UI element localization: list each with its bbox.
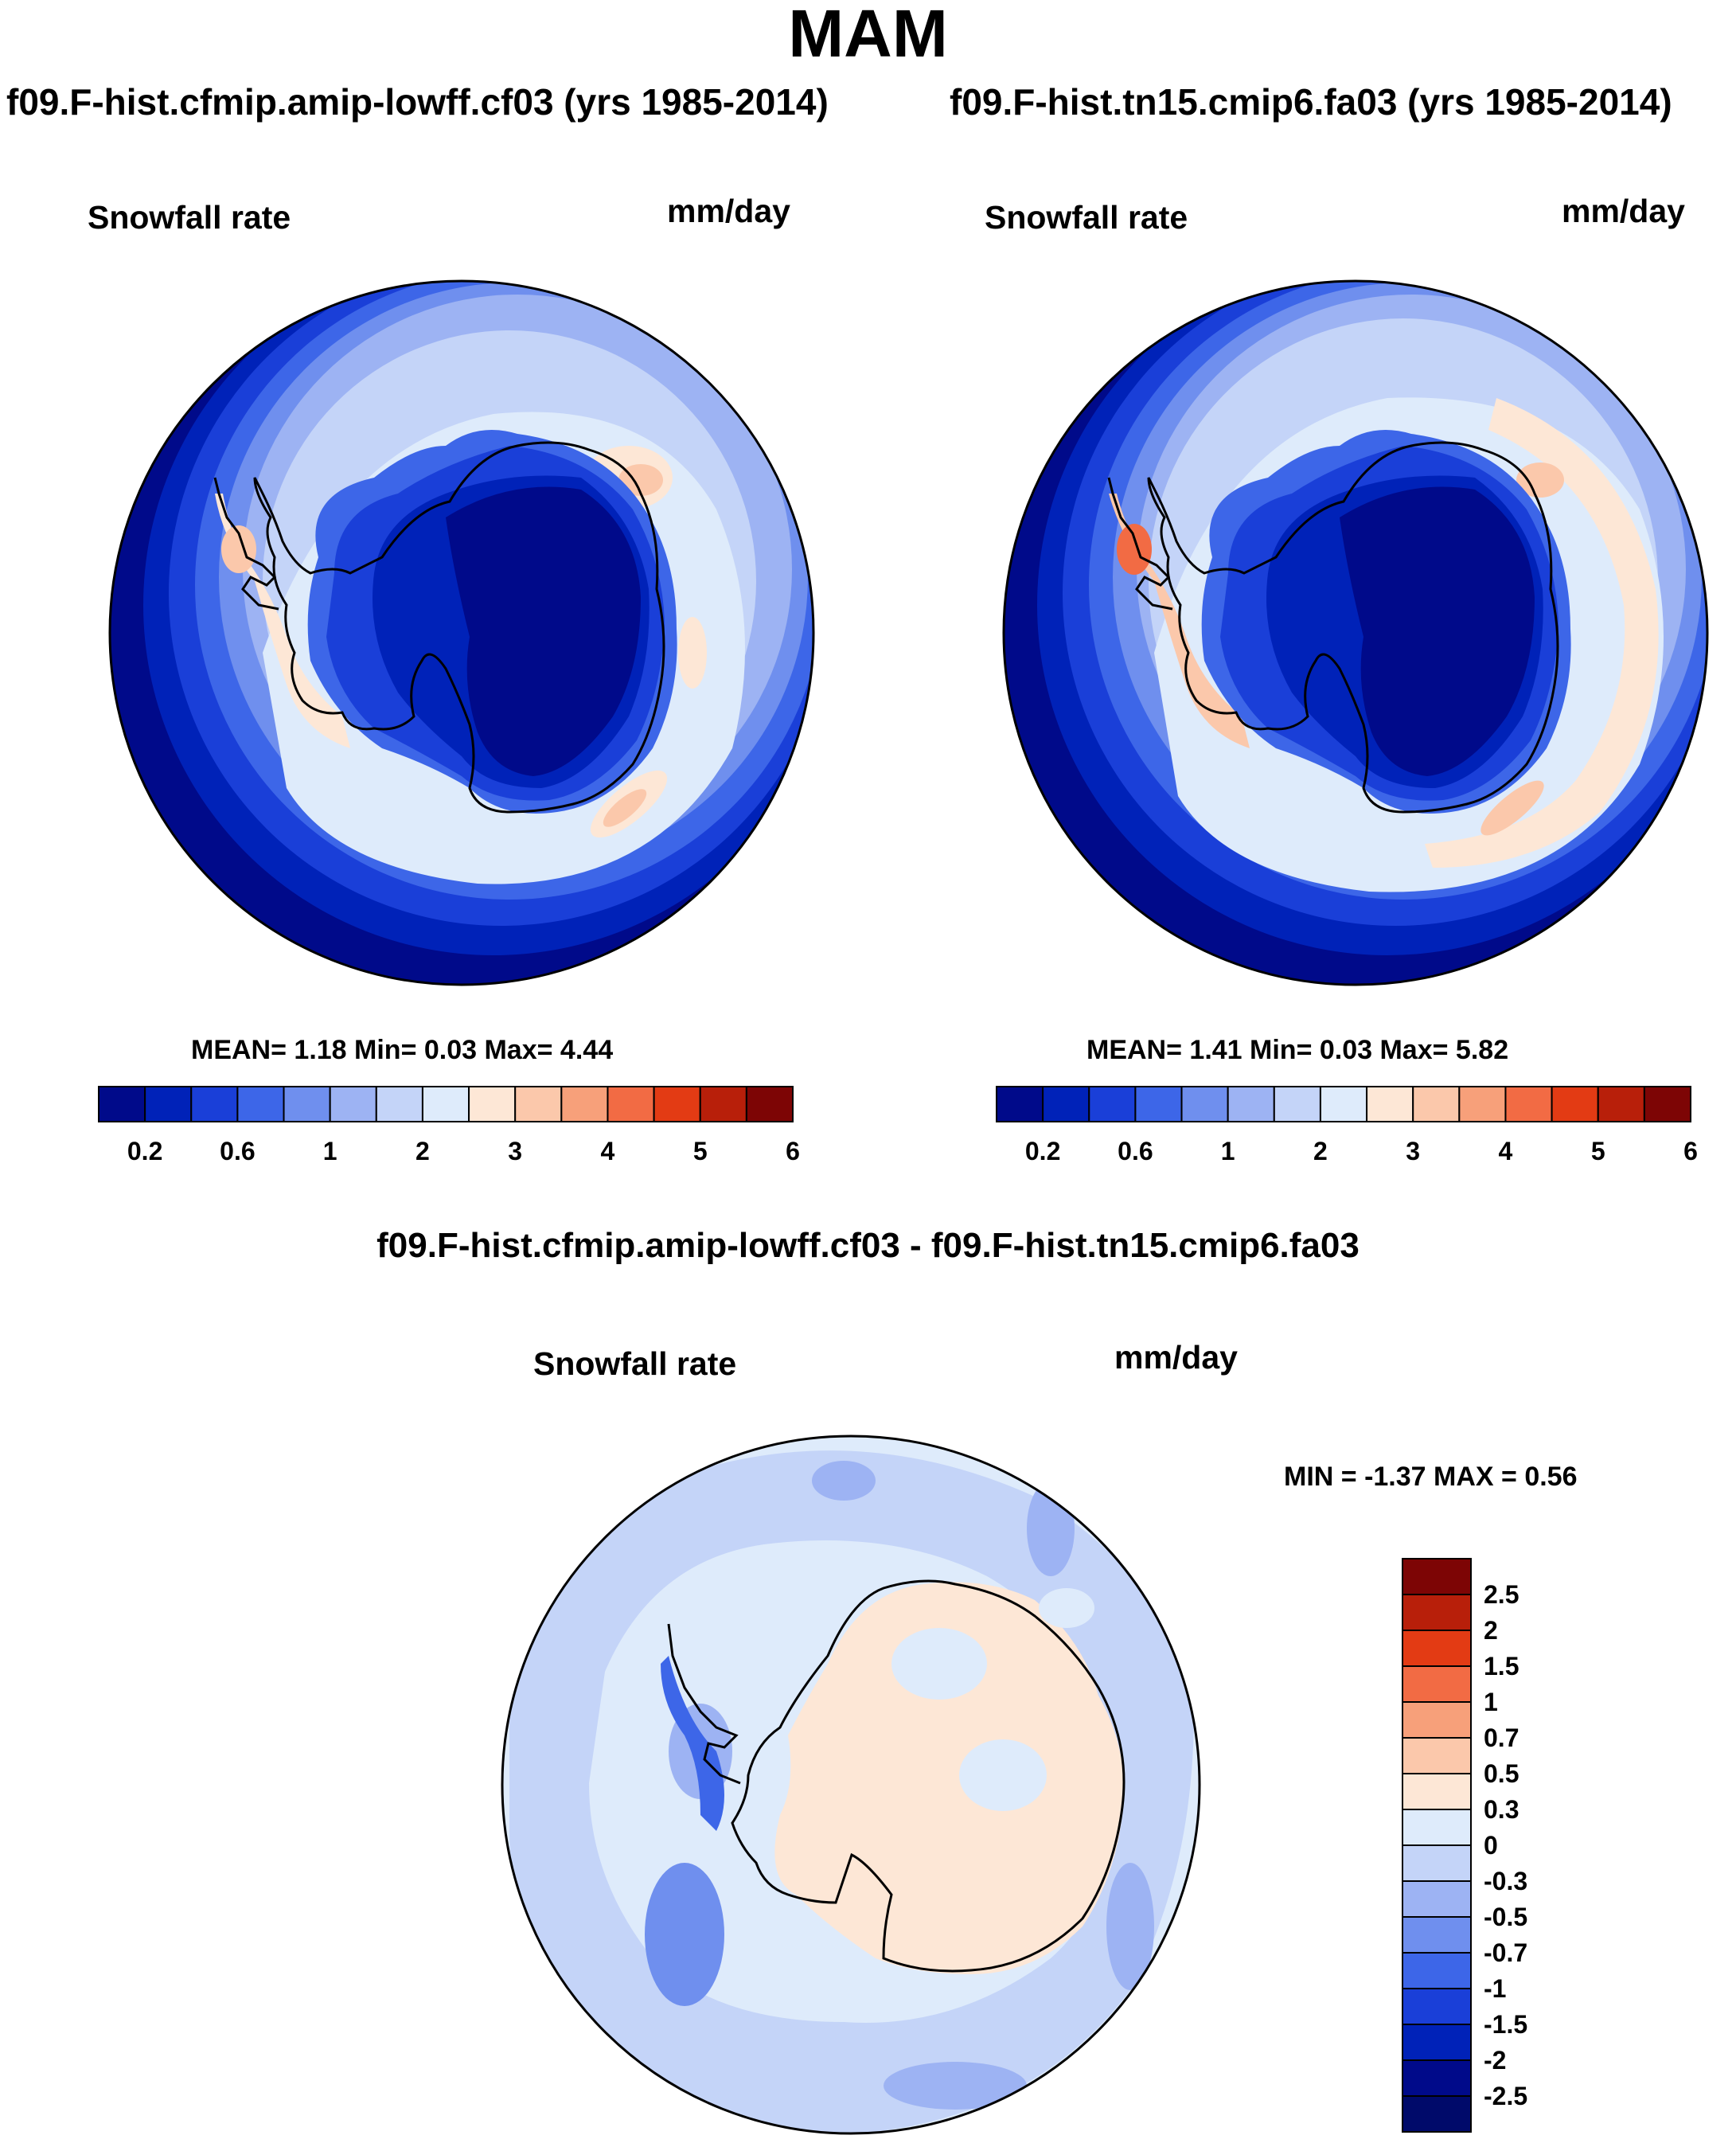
colorbar-a-swatch: [560, 1086, 609, 1122]
colorbar-b-swatch: [1504, 1086, 1553, 1122]
colorbar-a-tick-label: 0.6: [220, 1137, 256, 1165]
colorbar-b-swatch: [1042, 1086, 1090, 1122]
panel-a-variable-label: Snowfall rate: [88, 199, 291, 236]
colorbar-b-swatch: [1134, 1086, 1183, 1122]
colorbar-c-tick-label: -0.7: [1484, 1938, 1528, 1967]
colorbar-a-swatch: [514, 1086, 563, 1122]
colorbar-c-swatch: [1402, 1665, 1472, 1703]
colorbar-c-swatch: [1402, 1630, 1472, 1667]
colorbar-a-swatch: [653, 1086, 701, 1122]
colorbar-c-swatch: [1402, 2024, 1472, 2061]
colorbar-c-tick-label: -0.3: [1484, 1867, 1528, 1895]
colorbar-c-tick-label: 0.3: [1484, 1795, 1519, 1824]
colorbar-b-swatch: [1366, 1086, 1414, 1122]
colorbar-b-swatch: [996, 1086, 1044, 1122]
panel-b-run-title: f09.F-hist.tn15.cmip6.fa03 (yrs 1985-201…: [950, 81, 1672, 123]
colorbar-c-swatch: [1402, 1809, 1472, 1846]
colorbar-c-swatch: [1402, 1594, 1472, 1631]
panel-b-units-label: mm/day: [1562, 193, 1685, 229]
colorbar-b-swatch: [1412, 1086, 1461, 1122]
colorbar-c-tick-label: 1.5: [1484, 1652, 1519, 1680]
colorbar-c-swatch: [1402, 1701, 1472, 1739]
colorbar-panel-a: [98, 1086, 794, 1122]
colorbar-b-tick-label: 1: [1220, 1137, 1235, 1165]
colorbar-b-tick-label: 0.2: [1024, 1137, 1061, 1165]
colorbar-c-tick-label: -1: [1484, 1974, 1507, 2003]
colorbar-c-tick-label: 2: [1484, 1616, 1498, 1645]
colorbar-c-tick-label: -2: [1484, 2046, 1507, 2075]
panel-a-run-title: f09.F-hist.cfmip.amip-lowff.cf03 (yrs 19…: [6, 81, 829, 123]
colorbar-b-tick-label: 4: [1498, 1137, 1513, 1165]
colorbar-c-swatch: [1402, 1558, 1472, 1595]
colorbar-c-tick-label: -0.5: [1484, 1903, 1528, 1931]
colorbar-a-swatch: [421, 1086, 470, 1122]
colorbar-difference: [1402, 1558, 1472, 2133]
colorbar-a-swatch: [607, 1086, 655, 1122]
colorbar-c-swatch: [1402, 2095, 1472, 2133]
colorbar-c-tick-label: -1.5: [1484, 2010, 1528, 2039]
colorbar-c-tick-label: 2.5: [1484, 1580, 1519, 1609]
colorbar-c-swatch: [1402, 1737, 1472, 1774]
map-panel-a: [108, 279, 815, 986]
panel-a-units-label: mm/day: [667, 193, 790, 229]
colorbar-c-swatch: [1402, 1880, 1472, 1918]
colorbar-c-tick-label: 0: [1484, 1831, 1498, 1860]
colorbar-a-swatch: [98, 1086, 146, 1122]
colorbar-a-swatch: [190, 1086, 239, 1122]
colorbar-a-swatch: [283, 1086, 331, 1122]
colorbar-c-swatch: [1402, 1844, 1472, 1882]
colorbar-a-swatch: [144, 1086, 193, 1122]
panel-a-stats: MEAN= 1.18 Min= 0.03 Max= 4.44: [191, 1035, 614, 1065]
colorbar-b-swatch: [1458, 1086, 1507, 1122]
colorbar-b-swatch: [1227, 1086, 1275, 1122]
colorbar-b-swatch: [1643, 1086, 1692, 1122]
colorbar-a-tick-label: 1: [322, 1137, 337, 1165]
colorbar-a-swatch: [375, 1086, 423, 1122]
colorbar-a-swatch: [468, 1086, 517, 1122]
diff-variable-label: Snowfall rate: [533, 1345, 737, 1382]
main-title: MAM: [788, 0, 948, 71]
colorbar-b-swatch: [1597, 1086, 1645, 1122]
colorbar-b-swatch: [1273, 1086, 1321, 1122]
colorbar-panel-b: [996, 1086, 1692, 1122]
colorbar-b-swatch: [1319, 1086, 1368, 1122]
colorbar-b-swatch: [1088, 1086, 1137, 1122]
colorbar-c-swatch: [1402, 1773, 1472, 1810]
colorbar-a-tick-label: 2: [415, 1137, 430, 1165]
panel-b-variable-label: Snowfall rate: [985, 199, 1188, 236]
colorbar-c-tick-label: -2.5: [1484, 2082, 1528, 2110]
colorbar-b-tick-label: 2: [1313, 1137, 1328, 1165]
colorbar-c-swatch: [1402, 1952, 1472, 1989]
colorbar-a-swatch: [236, 1086, 285, 1122]
colorbar-a-tick-label: 5: [692, 1137, 708, 1165]
colorbar-c-swatch: [1402, 2059, 1472, 2097]
map-panel-difference: [501, 1435, 1201, 2135]
colorbar-b-swatch: [1180, 1086, 1229, 1122]
colorbar-c-swatch: [1402, 1916, 1472, 1954]
colorbar-a-swatch: [745, 1086, 794, 1122]
diff-units-label: mm/day: [1114, 1339, 1238, 1376]
colorbar-a-swatch: [329, 1086, 377, 1122]
colorbar-b-tick-label: 3: [1406, 1137, 1421, 1165]
colorbar-c-tick-label: 1: [1484, 1688, 1498, 1716]
map-panel-b: [1002, 279, 1709, 986]
colorbar-c-tick-label: 0.5: [1484, 1759, 1519, 1788]
colorbar-b-tick-label: 0.6: [1118, 1137, 1153, 1165]
colorbar-b-swatch: [1551, 1086, 1599, 1122]
colorbar-b-tick-label: 6: [1683, 1137, 1698, 1165]
colorbar-c-swatch: [1402, 1988, 1472, 2025]
difference-title: f09.F-hist.cfmip.amip-lowff.cf03 - f09.F…: [376, 1226, 1360, 1265]
colorbar-a-swatch: [699, 1086, 747, 1122]
colorbar-a-tick-label: 4: [600, 1137, 615, 1165]
colorbar-a-tick-label: 6: [786, 1137, 800, 1165]
colorbar-b-tick-label: 5: [1590, 1137, 1605, 1165]
panel-b-stats: MEAN= 1.41 Min= 0.03 Max= 5.82: [1086, 1035, 1509, 1065]
diff-stats: MIN = -1.37 MAX = 0.56: [1284, 1462, 1578, 1492]
colorbar-a-tick-label: 3: [508, 1137, 523, 1165]
colorbar-a-tick-label: 0.2: [127, 1137, 163, 1165]
colorbar-c-tick-label: 0.7: [1484, 1723, 1519, 1752]
